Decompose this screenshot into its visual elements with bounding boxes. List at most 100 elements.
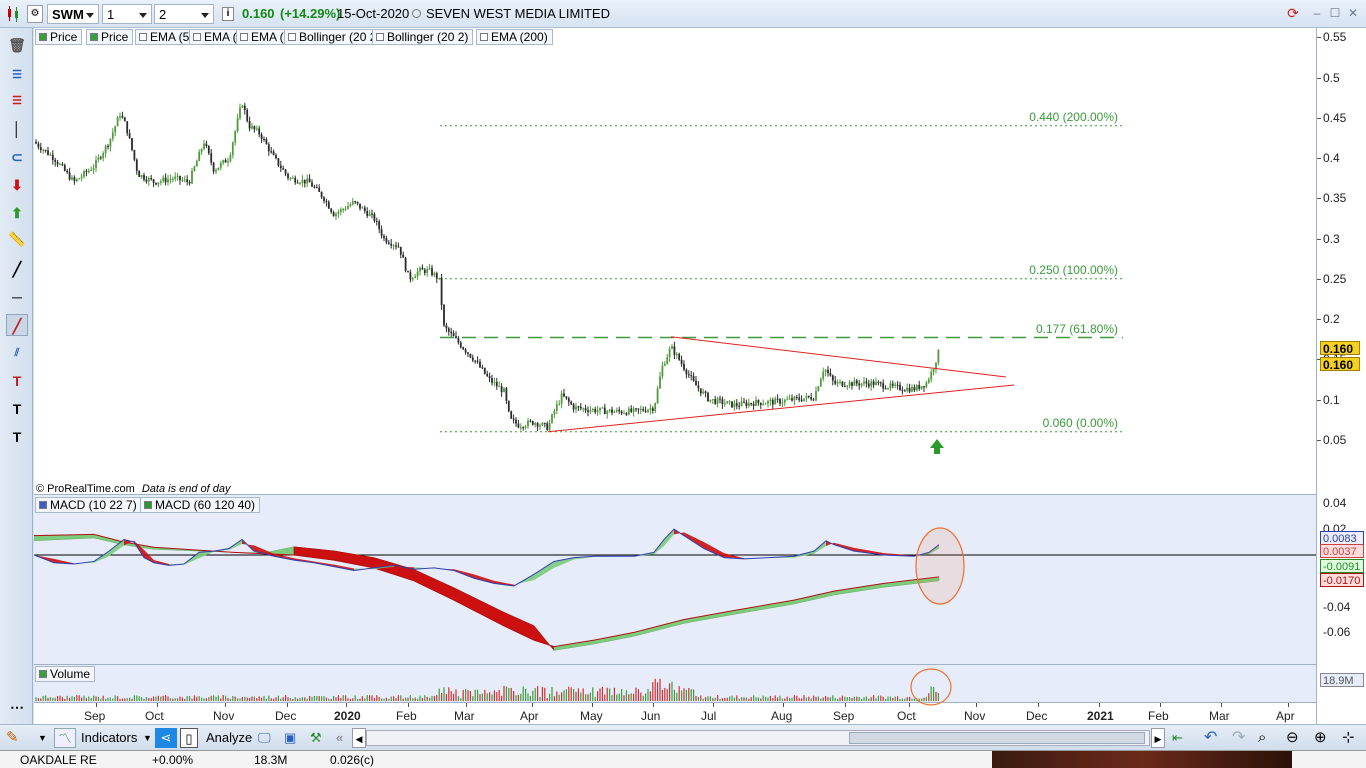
volume-bar bbox=[246, 697, 248, 701]
sync-icon[interactable]: ⟳ bbox=[1287, 5, 1299, 21]
interval-select[interactable]: 1 day bbox=[102, 4, 152, 42]
price-candle bbox=[327, 201, 330, 209]
toolbox-icon[interactable]: ⚒ bbox=[310, 730, 322, 745]
scrollbar[interactable] bbox=[366, 730, 1150, 746]
analyze-button[interactable]: Analyze bbox=[206, 730, 253, 745]
volume-bar bbox=[779, 695, 781, 701]
text-red-icon[interactable]: T bbox=[12, 373, 22, 389]
down-arrow-icon[interactable]: ⬇ bbox=[11, 177, 23, 193]
volume-bar bbox=[81, 697, 83, 701]
chart-svg[interactable] bbox=[33, 28, 1316, 724]
volume-bar bbox=[539, 697, 541, 701]
price-candle bbox=[515, 419, 517, 424]
price-candle bbox=[459, 342, 462, 348]
info-icon[interactable]: i bbox=[222, 7, 234, 21]
volume-bar bbox=[522, 686, 524, 701]
settings-icon[interactable]: ⚙ bbox=[27, 5, 43, 23]
price-candle bbox=[666, 357, 669, 365]
price-candle bbox=[275, 154, 277, 159]
chart-area[interactable]: Price Price EMA (5) EMA (13) EMA (50) Bolling… bbox=[33, 28, 1316, 724]
zoom-select-icon[interactable]: ⌕ bbox=[1258, 729, 1267, 746]
indicators-icon[interactable]: 〽 bbox=[54, 728, 76, 748]
price-candle bbox=[654, 403, 657, 411]
indicators-dropdown-icon[interactable]: ▼ bbox=[143, 733, 152, 743]
price-candle bbox=[531, 421, 534, 425]
price-candle bbox=[344, 208, 347, 210]
price-candle bbox=[709, 399, 712, 402]
indicators-button[interactable]: Indicators bbox=[81, 730, 138, 745]
screen-icon[interactable]: 🖵 bbox=[258, 730, 271, 745]
analyze-icon[interactable]: ▯ bbox=[180, 728, 198, 748]
trendline-icon[interactable]: ╱ bbox=[6, 314, 28, 336]
macd-legend-1[interactable]: MACD (10 22 7) bbox=[35, 497, 142, 513]
close-icon[interactable]: ✕ bbox=[1347, 6, 1359, 20]
fibonacci-icon[interactable]: ☰ bbox=[12, 95, 22, 107]
horizontal-line-icon[interactable]: ─ bbox=[12, 289, 22, 305]
legend-item[interactable]: Price bbox=[86, 29, 134, 45]
pencil-icon[interactable]: ✎ bbox=[6, 729, 19, 746]
volume-bar bbox=[229, 698, 231, 701]
price-candle bbox=[793, 396, 796, 401]
volume-bar bbox=[393, 696, 395, 701]
price-axis-tick bbox=[1317, 77, 1321, 79]
price-axis[interactable]: 0.550.50.450.40.350.30.250.20.150.10.05 … bbox=[1316, 28, 1366, 724]
volume-bar bbox=[805, 697, 807, 701]
volume-bar bbox=[580, 692, 582, 701]
chevron-down-icon[interactable]: ▼ bbox=[38, 733, 47, 743]
volume-bar bbox=[923, 697, 925, 701]
text-icon[interactable]: T bbox=[12, 401, 22, 417]
zoom-out-icon[interactable]: ⊖ bbox=[1286, 729, 1299, 746]
share-icon[interactable]: ⋖ bbox=[155, 728, 177, 748]
legend-item[interactable]: Bollinger (20 2) bbox=[284, 29, 386, 45]
ticker-select[interactable]: SWM bbox=[47, 4, 99, 24]
volume-bar bbox=[738, 698, 740, 701]
minimize-icon[interactable]: – bbox=[1313, 6, 1321, 20]
thumbnail-image bbox=[992, 751, 1292, 768]
volume-bar bbox=[109, 697, 111, 701]
up-arrow-icon[interactable]: ⬆ bbox=[11, 205, 23, 221]
chart-compare-icon[interactable]: ▣ bbox=[284, 730, 297, 745]
volume-bar bbox=[352, 698, 354, 701]
price-candle bbox=[771, 400, 774, 405]
more-icon[interactable]: ⋯ bbox=[10, 699, 24, 715]
crosshair-icon[interactable]: ⊹ bbox=[1342, 729, 1355, 746]
volume-bar bbox=[141, 697, 143, 701]
price-candle bbox=[491, 377, 493, 383]
scroll-left-icon[interactable]: ◀ bbox=[352, 728, 366, 748]
price-candle bbox=[231, 142, 234, 155]
price-candle bbox=[644, 410, 647, 412]
zoom-in-icon[interactable]: ⊕ bbox=[1314, 729, 1327, 746]
horizontal-lines-icon[interactable]: ☰ bbox=[12, 69, 22, 81]
price-candle bbox=[740, 401, 743, 407]
ruler-icon[interactable]: 📏 bbox=[8, 231, 26, 247]
rewind-icon[interactable]: « bbox=[336, 730, 344, 745]
legend-item[interactable]: EMA (5) bbox=[135, 29, 199, 45]
volume-legend[interactable]: Volume bbox=[35, 666, 96, 682]
volume-bar bbox=[42, 695, 44, 701]
maximize-icon[interactable]: ☐ bbox=[1329, 6, 1341, 20]
fan-icon[interactable]: ⫽ bbox=[14, 347, 20, 359]
scrollbar-thumb[interactable] bbox=[849, 732, 1145, 744]
legend-item[interactable]: EMA (200) bbox=[476, 29, 553, 45]
candlestick-icon[interactable] bbox=[5, 5, 21, 23]
trash-icon[interactable]: 🗑 bbox=[8, 37, 26, 53]
macd-legend-2[interactable]: MACD (60 120 40) bbox=[140, 497, 261, 513]
volume-bar bbox=[162, 695, 164, 701]
undo-icon[interactable]: ↶ bbox=[1204, 729, 1218, 746]
price-candle bbox=[255, 128, 258, 130]
redo-icon[interactable]: ↷ bbox=[1232, 729, 1246, 746]
vertical-line-icon[interactable]: │ bbox=[12, 121, 22, 137]
legend-item[interactable]: Bollinger (20 2) bbox=[372, 29, 474, 45]
scroll-right-icon[interactable]: ▶ bbox=[1151, 728, 1165, 748]
macd-fast-segment bbox=[854, 547, 884, 555]
price-candle bbox=[63, 165, 66, 171]
legend-item[interactable]: Price bbox=[35, 29, 83, 45]
period-select[interactable]: 2 years bbox=[154, 4, 214, 42]
text-bold-icon[interactable]: T bbox=[12, 429, 22, 445]
volume-bar bbox=[215, 696, 217, 701]
price-candle bbox=[745, 402, 748, 406]
line-icon[interactable]: ╱ bbox=[12, 261, 22, 277]
goto-end-icon[interactable]: ⇤ bbox=[1172, 730, 1183, 745]
channel-icon[interactable]: ⊂ bbox=[11, 149, 23, 165]
price-candle bbox=[848, 382, 851, 386]
